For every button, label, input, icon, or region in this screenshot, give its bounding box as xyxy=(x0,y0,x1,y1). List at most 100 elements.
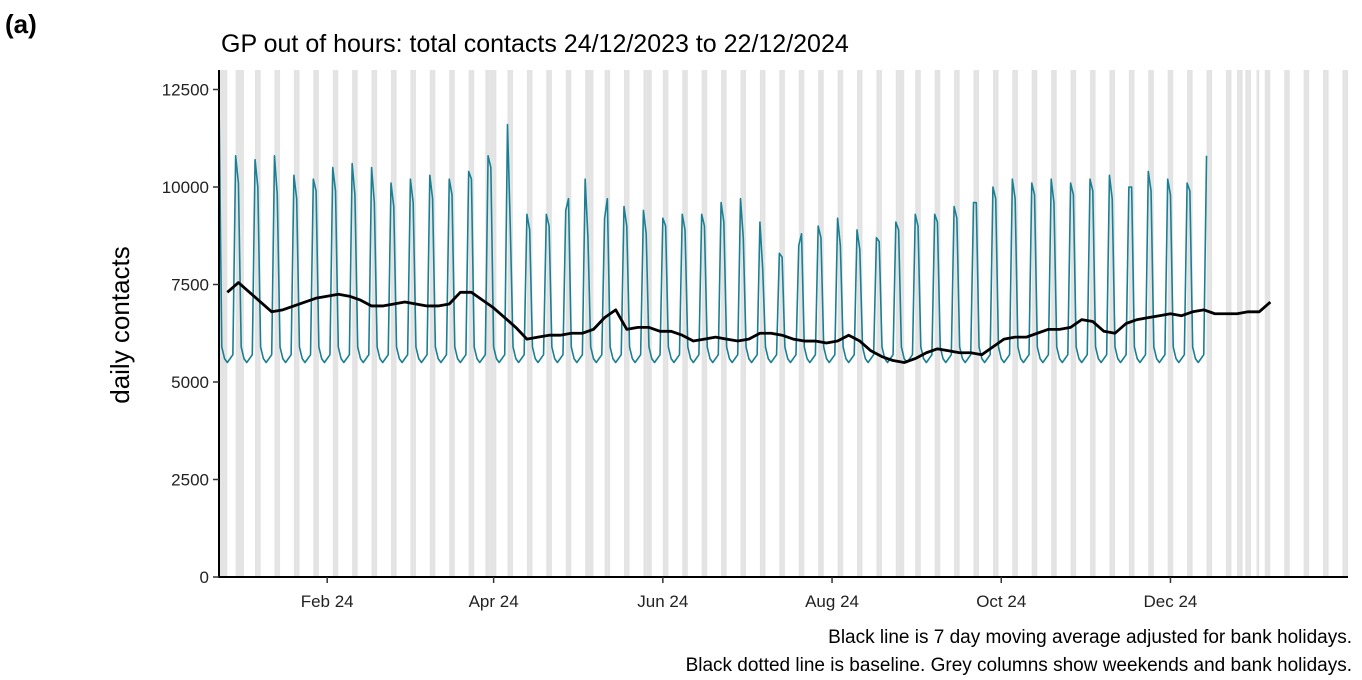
shade-column xyxy=(701,70,705,577)
shade-column xyxy=(238,70,242,577)
shade-column xyxy=(413,70,416,577)
shade-column xyxy=(546,70,550,577)
shade-column xyxy=(1015,70,1018,577)
shade-column xyxy=(604,70,608,577)
shade-column xyxy=(1148,70,1152,577)
shade-column xyxy=(1090,70,1093,577)
shade-column xyxy=(390,70,394,577)
shade-column xyxy=(1256,70,1260,577)
shade-column xyxy=(1187,70,1190,577)
x-tick-label: Jun 24 xyxy=(637,592,688,611)
shade-column xyxy=(452,70,455,577)
shade-column xyxy=(1112,70,1115,577)
shade-column xyxy=(235,70,239,577)
chart-title: GP out of hours: total contacts 24/12/20… xyxy=(221,30,849,58)
y-axis-label: daily contacts xyxy=(105,246,135,404)
shade-column xyxy=(449,70,453,577)
shade-column xyxy=(956,70,960,577)
shade-column xyxy=(354,70,358,577)
shade-column xyxy=(837,70,841,577)
shade-column xyxy=(1034,70,1038,577)
shade-column xyxy=(937,70,941,577)
shade-column xyxy=(818,70,821,577)
shade-column xyxy=(1245,70,1249,577)
shade-column xyxy=(1131,70,1135,577)
shade-column xyxy=(1284,70,1287,577)
shade-column xyxy=(1209,70,1213,577)
caption-line-1: Black line is 7 day moving average adjus… xyxy=(828,627,1352,648)
shade-column xyxy=(918,70,921,577)
shade-column xyxy=(1031,70,1035,577)
shade-column xyxy=(274,70,278,577)
shade-column xyxy=(1345,70,1348,577)
moving-average-line xyxy=(226,281,1272,364)
shade-column xyxy=(1053,70,1057,577)
shade-column xyxy=(432,70,436,577)
shade-column xyxy=(648,70,652,577)
shade-column xyxy=(682,70,686,577)
shade-column xyxy=(1264,70,1268,577)
shade-column xyxy=(529,70,533,577)
shade-column xyxy=(1109,70,1113,577)
shade-column xyxy=(549,70,552,577)
shade-column xyxy=(643,70,647,577)
shade-column xyxy=(1228,70,1232,577)
shade-column xyxy=(1151,70,1154,577)
shade-column xyxy=(1051,70,1054,577)
shade-column xyxy=(1239,70,1243,577)
shade-column xyxy=(623,70,627,577)
panel-label: (a) xyxy=(5,9,37,39)
shade-column xyxy=(801,70,805,577)
shade-column xyxy=(241,70,244,577)
shade-column xyxy=(468,70,472,577)
shade-column xyxy=(915,70,919,577)
shade-column xyxy=(485,70,489,577)
shade-column xyxy=(224,70,228,577)
shade-column xyxy=(393,70,397,577)
shade-column xyxy=(607,70,611,577)
y-tick-label: 2500 xyxy=(171,471,209,490)
shade-column xyxy=(1286,70,1290,577)
shade-column xyxy=(798,70,802,577)
shade-column xyxy=(507,70,511,577)
shade-column xyxy=(335,70,339,577)
shade-column xyxy=(1325,70,1329,577)
shade-column xyxy=(488,70,491,577)
shade-column xyxy=(1167,70,1171,577)
shade-column xyxy=(704,70,708,577)
shade-column xyxy=(665,70,669,577)
shade-column xyxy=(901,70,905,577)
axes: 0 2500 5000 7500 10000 12500 Feb 24 Apr 24 Jun 2… xyxy=(162,70,1348,611)
shade-column xyxy=(895,70,899,577)
shade-column xyxy=(685,70,688,577)
shade-column xyxy=(568,70,572,577)
shade-column xyxy=(1012,70,1016,577)
shade-column xyxy=(296,70,300,577)
shade-column xyxy=(221,70,225,577)
shade-column xyxy=(1267,70,1271,577)
shade-column xyxy=(219,70,222,577)
shade-column xyxy=(779,70,783,577)
shade-column xyxy=(1303,70,1307,577)
shade-column xyxy=(1225,70,1229,577)
shade-column xyxy=(526,70,530,577)
x-tick-label: Oct 24 xyxy=(976,592,1026,611)
shade-column xyxy=(313,70,317,577)
shade-column xyxy=(721,70,724,577)
shade-column xyxy=(257,70,261,577)
y-tick-label: 10000 xyxy=(162,178,209,197)
x-tick-label: Aug 24 xyxy=(805,592,859,611)
shade-column xyxy=(973,70,977,577)
x-tick-label: Feb 24 xyxy=(301,592,354,611)
shade-column xyxy=(471,70,475,577)
shade-column xyxy=(1342,70,1346,577)
shade-column xyxy=(316,70,319,577)
shade-column xyxy=(429,70,433,577)
shade-column xyxy=(995,70,999,577)
y-tick-label: 5000 xyxy=(171,373,209,392)
shade-column xyxy=(1206,70,1210,577)
shade-column xyxy=(590,70,594,577)
shade-column xyxy=(1323,70,1326,577)
shade-column xyxy=(1170,70,1174,577)
